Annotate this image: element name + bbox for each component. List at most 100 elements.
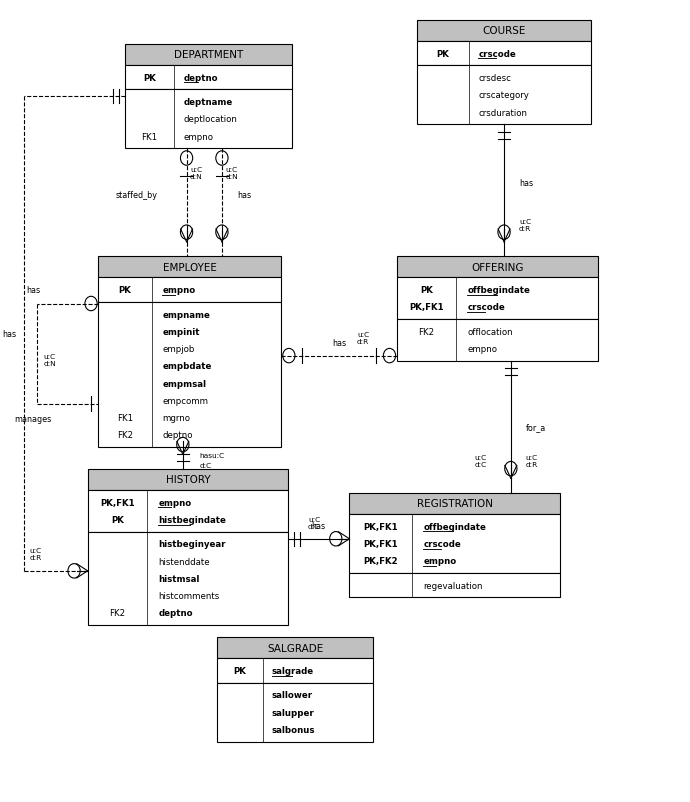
Bar <box>349 573 560 597</box>
Text: DEPARTMENT: DEPARTMENT <box>174 51 243 60</box>
Text: manages: manages <box>14 414 52 423</box>
Text: u:C
d:C: u:C d:C <box>308 516 320 529</box>
Text: PK,FK1: PK,FK1 <box>100 498 135 507</box>
Text: FK1: FK1 <box>117 414 133 423</box>
Text: deptno: deptno <box>162 431 193 439</box>
Text: FK2: FK2 <box>419 327 435 337</box>
Text: empno: empno <box>162 286 195 295</box>
Text: crscode: crscode <box>424 539 461 549</box>
Text: has: has <box>519 179 533 188</box>
Bar <box>397 278 598 320</box>
Text: deptno: deptno <box>184 74 218 83</box>
Bar <box>125 66 292 91</box>
Text: empcomm: empcomm <box>162 396 208 405</box>
Text: empname: empname <box>162 310 210 319</box>
Text: salbonus: salbonus <box>272 725 315 734</box>
Text: sallower: sallower <box>272 691 313 699</box>
Text: has: has <box>26 286 40 294</box>
Text: salupper: salupper <box>272 707 315 717</box>
Text: u:C
d:N: u:C d:N <box>225 167 238 180</box>
Text: PK: PK <box>437 50 449 59</box>
Text: empno: empno <box>184 132 214 141</box>
Text: FK2: FK2 <box>117 431 133 439</box>
Bar <box>98 278 282 302</box>
Text: u:C
d:R: u:C d:R <box>519 218 531 231</box>
Text: staffed_by: staffed_by <box>116 191 158 200</box>
Text: has: has <box>237 191 251 200</box>
Text: u:C
d:C: u:C d:C <box>474 455 486 468</box>
Text: HISTORY: HISTORY <box>166 475 210 484</box>
Text: COURSE: COURSE <box>482 26 526 36</box>
Bar <box>125 91 292 149</box>
Text: REGISTRATION: REGISTRATION <box>417 499 493 508</box>
Text: histbegindate: histbegindate <box>158 515 226 525</box>
Text: crsduration: crsduration <box>478 108 527 117</box>
Bar <box>349 514 560 573</box>
Text: empinit: empinit <box>162 327 200 337</box>
Bar <box>217 658 373 683</box>
Text: u:C
d:N: u:C d:N <box>43 354 56 367</box>
Text: offbegindate: offbegindate <box>467 286 531 295</box>
Bar <box>98 302 282 448</box>
Text: deptname: deptname <box>184 98 233 107</box>
Text: histmsal: histmsal <box>158 574 199 583</box>
Text: histbeginyear: histbeginyear <box>158 540 226 549</box>
Bar <box>397 320 598 362</box>
Bar <box>397 257 598 278</box>
Bar <box>88 490 288 532</box>
Text: salgrade: salgrade <box>272 666 314 675</box>
Text: d:C: d:C <box>199 462 211 468</box>
Bar <box>98 257 282 278</box>
Text: histcomments: histcomments <box>158 591 219 600</box>
Bar <box>349 493 560 514</box>
Bar <box>217 637 373 658</box>
Text: SALGRADE: SALGRADE <box>267 642 323 653</box>
Text: EMPLOYEE: EMPLOYEE <box>163 262 217 273</box>
Text: u:C
d:R: u:C d:R <box>526 455 538 468</box>
Text: deptno: deptno <box>158 609 193 618</box>
Text: FK1: FK1 <box>141 132 158 141</box>
Text: PK: PK <box>143 74 156 83</box>
Text: empmsal: empmsal <box>162 379 206 388</box>
Text: empno: empno <box>467 345 497 354</box>
Text: deptlocation: deptlocation <box>184 115 237 124</box>
Text: crsdesc: crsdesc <box>478 74 511 83</box>
Text: empjob: empjob <box>162 345 195 354</box>
Text: histenddate: histenddate <box>158 557 210 566</box>
Text: for_a: for_a <box>526 423 546 431</box>
Text: crscode: crscode <box>467 303 505 312</box>
Bar <box>88 532 288 626</box>
Text: hasu:C: hasu:C <box>199 452 224 459</box>
Text: empbdate: empbdate <box>162 362 212 371</box>
Text: u:C
d:R: u:C d:R <box>30 547 42 560</box>
Bar <box>88 469 288 490</box>
Text: empno: empno <box>424 557 457 565</box>
Text: crscategory: crscategory <box>478 91 529 100</box>
Text: u:C
d:N: u:C d:N <box>190 167 202 180</box>
Bar <box>417 21 591 42</box>
Text: PK: PK <box>111 515 124 525</box>
Text: offbegindate: offbegindate <box>424 522 486 531</box>
Text: offlocation: offlocation <box>467 327 513 337</box>
Text: has: has <box>332 339 346 348</box>
Text: mgrno: mgrno <box>162 414 190 423</box>
Text: has: has <box>2 330 17 338</box>
Text: has: has <box>312 522 326 531</box>
Bar <box>417 67 591 125</box>
Text: empno: empno <box>158 498 191 507</box>
Text: PK,FK1: PK,FK1 <box>409 303 444 312</box>
Text: PK,FK1: PK,FK1 <box>363 522 398 531</box>
Text: u:C
d:R: u:C d:R <box>357 332 369 345</box>
Bar <box>125 45 292 66</box>
Bar <box>417 42 591 67</box>
Text: PK: PK <box>119 286 131 295</box>
Text: FK2: FK2 <box>109 609 126 618</box>
Text: crscode: crscode <box>478 50 516 59</box>
Text: PK,FK1: PK,FK1 <box>363 539 398 549</box>
Text: PK,FK2: PK,FK2 <box>363 557 398 565</box>
Text: PK: PK <box>233 666 246 675</box>
Text: OFFERING: OFFERING <box>471 262 524 273</box>
Text: regevaluation: regevaluation <box>424 581 483 589</box>
Bar <box>217 683 373 742</box>
Text: PK: PK <box>420 286 433 295</box>
